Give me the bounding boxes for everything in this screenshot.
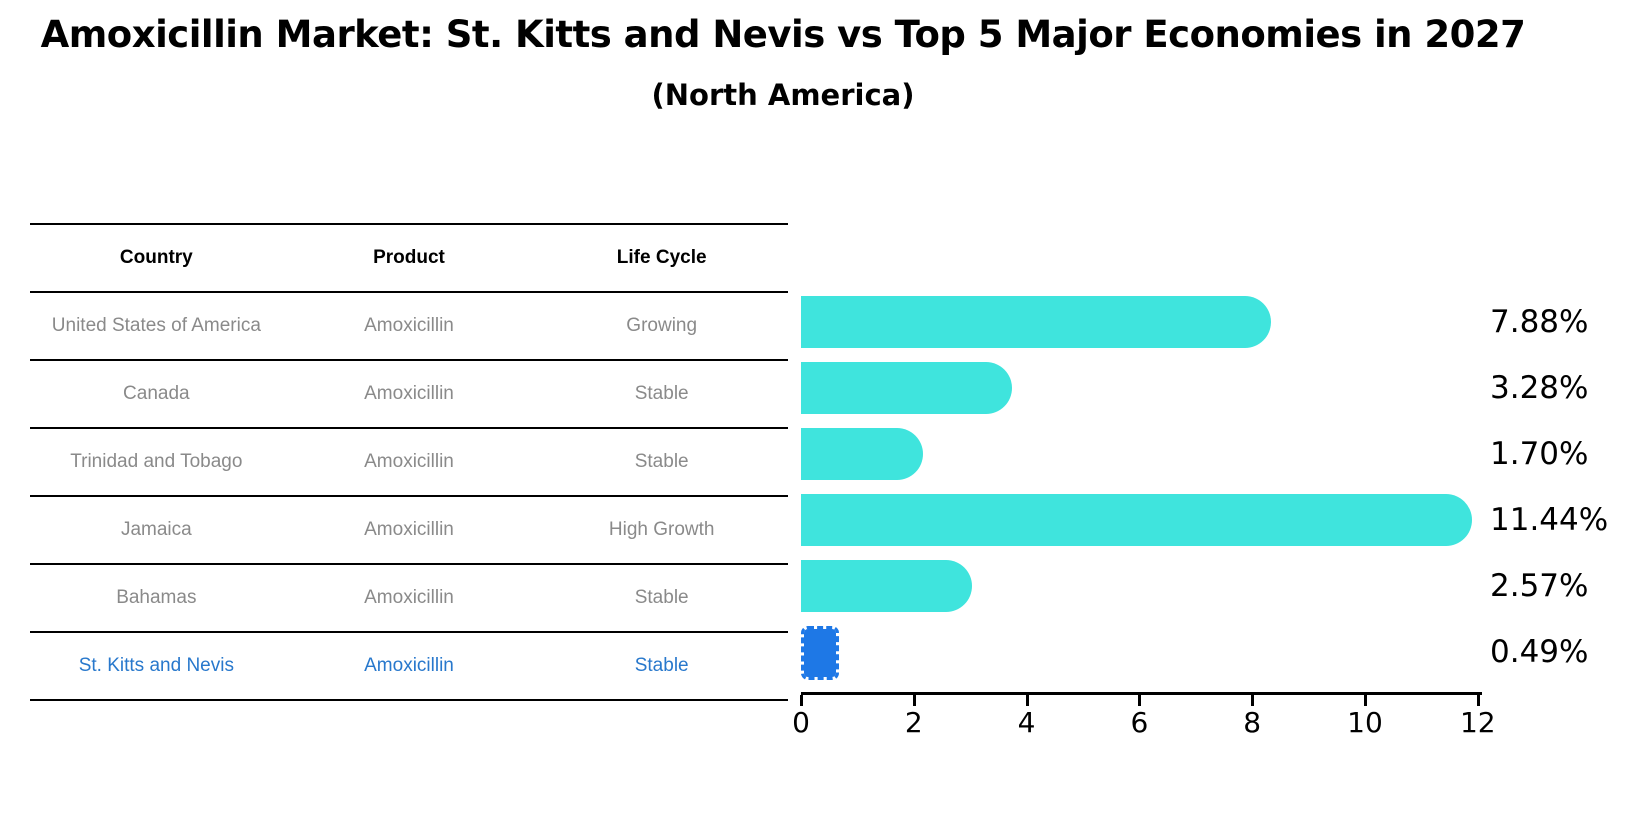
column-header-product: Product <box>373 247 445 268</box>
country-cell: Bahamas <box>116 587 197 608</box>
life-cycle-cell: High Growth <box>608 519 715 540</box>
life-cycle-cell: Growing <box>626 315 698 336</box>
x-axis-tick-label: 12 <box>1459 706 1496 739</box>
x-axis-line <box>801 692 1482 695</box>
country-info-table: Country Product Life Cycle United States… <box>30 223 788 701</box>
country-cell: Jamaica <box>120 519 192 540</box>
table-row: Canada Amoxicillin Stable <box>30 361 788 429</box>
chart-subtitle: (North America) <box>651 78 915 112</box>
life-cycle-cell: Stable <box>634 587 689 608</box>
product-cell: Amoxicillin <box>364 315 454 336</box>
table-row-highlighted: St. Kitts and Nevis Amoxicillin Stable <box>30 633 788 701</box>
value-label: 11.44% <box>1490 502 1609 538</box>
product-cell: Amoxicillin <box>364 519 454 540</box>
country-cell: United States of America <box>51 315 261 336</box>
market-share-bar <box>801 296 1271 348</box>
column-header-life-cycle: Life Cycle <box>616 247 707 268</box>
table-row: Trinidad and Tobago Amoxicillin Stable <box>30 429 788 497</box>
x-axis-tick <box>1138 695 1142 706</box>
market-share-bar <box>801 494 1472 546</box>
product-cell: Amoxicillin <box>364 451 454 472</box>
country-cell: Canada <box>123 383 190 404</box>
x-axis-tick <box>912 695 916 706</box>
table-row: Jamaica Amoxicillin High Growth <box>30 497 788 565</box>
x-axis-tick-label: 6 <box>1130 706 1149 739</box>
life-cycle-cell: Stable <box>634 655 689 676</box>
x-axis-tick <box>800 695 803 706</box>
value-label: 3.28% <box>1490 370 1589 406</box>
column-header-country: Country <box>119 247 193 268</box>
country-cell: St. Kitts and Nevis <box>78 655 234 676</box>
x-axis-tick-label: 2 <box>904 706 923 739</box>
table-row: United States of America Amoxicillin Gro… <box>30 293 788 361</box>
table-header-row: Country Product Life Cycle <box>30 223 788 293</box>
product-cell: Amoxicillin <box>364 383 454 404</box>
value-label: 7.88% <box>1490 304 1589 340</box>
value-label: 0.49% <box>1490 634 1589 670</box>
country-cell: Trinidad and Tobago <box>70 451 243 472</box>
x-axis-tick <box>1025 695 1029 706</box>
life-cycle-cell: Stable <box>634 383 689 404</box>
chart-title: Amoxicillin Market: St. Kitts and Nevis … <box>40 13 1526 56</box>
product-cell: Amoxicillin <box>364 655 454 676</box>
market-share-bar <box>801 560 972 612</box>
value-label: 1.70% <box>1490 436 1589 472</box>
x-axis-tick <box>1251 695 1255 706</box>
x-axis-tick-label: 10 <box>1347 706 1383 739</box>
x-axis-tick-label: 4 <box>1017 706 1036 739</box>
market-share-bar <box>801 362 1012 414</box>
market-share-bar-highlighted <box>801 626 839 680</box>
value-label: 2.57% <box>1490 568 1589 604</box>
x-axis-tick-label: 0 <box>792 706 810 739</box>
product-cell: Amoxicillin <box>364 587 454 608</box>
market-share-bar <box>801 428 923 480</box>
x-axis-tick-label: 8 <box>1243 706 1262 739</box>
life-cycle-cell: Stable <box>634 451 689 472</box>
x-axis-tick <box>1364 695 1367 706</box>
table-row: Bahamas Amoxicillin Stable <box>30 565 788 633</box>
x-axis-tick <box>1476 695 1480 706</box>
